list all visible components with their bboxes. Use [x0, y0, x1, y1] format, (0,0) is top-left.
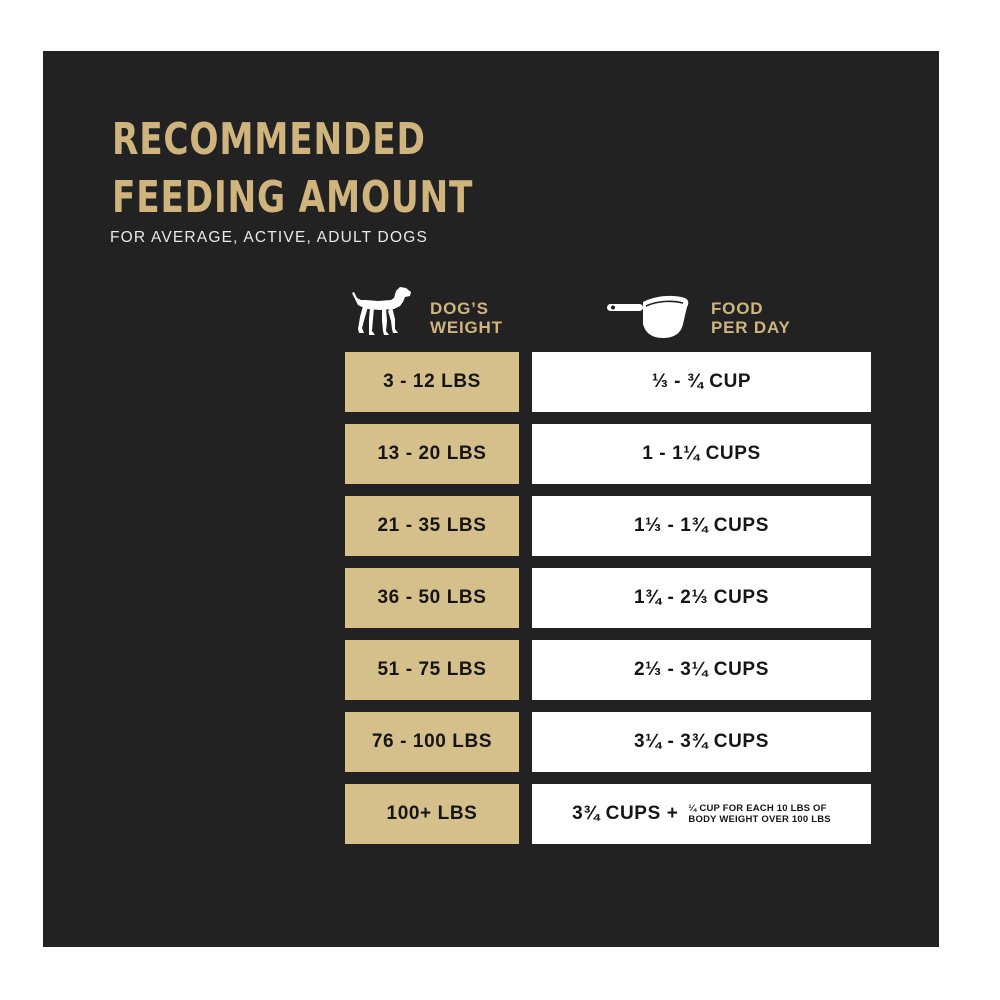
- title-line-2: FEEDING AMOUNT: [112, 172, 474, 223]
- feeding-chart-panel: RECOMMENDED FEEDING AMOUNT FOR AVERAGE, …: [43, 51, 939, 947]
- weight-cell: 13 - 20 LBS: [345, 424, 519, 484]
- weight-cell: 36 - 50 LBS: [345, 568, 519, 628]
- weight-header-line-1: DOG’S: [430, 299, 489, 318]
- table-row: 36 - 50 LBS 1¾ - 2⅓ CUPS: [345, 568, 871, 628]
- food-cell: 3¼ - 3¾ CUPS: [532, 712, 871, 772]
- table-row: 3 - 12 LBS ⅓ - ¾ CUP: [345, 352, 871, 412]
- food-amount: 3¾ CUPS +: [572, 803, 679, 824]
- food-note: ¼ CUP FOR EACH 10 LBS OF BODY WEIGHT OVE…: [688, 803, 830, 825]
- subtitle: FOR AVERAGE, ACTIVE, ADULT DOGS: [110, 229, 428, 246]
- table-row: 51 - 75 LBS 2⅓ - 3¼ CUPS: [345, 640, 871, 700]
- food-cell: 3¾ CUPS + ¼ CUP FOR EACH 10 LBS OF BODY …: [532, 784, 871, 844]
- food-header-line-1: FOOD: [711, 299, 764, 318]
- table-row: 100+ LBS 3¾ CUPS + ¼ CUP FOR EACH 10 LBS…: [345, 784, 871, 844]
- weight-header-line-2: WEIGHT: [430, 318, 503, 337]
- table-row: 13 - 20 LBS 1 - 1¼ CUPS: [345, 424, 871, 484]
- title-line-1: RECOMMENDED: [112, 114, 426, 165]
- page-title: RECOMMENDED FEEDING AMOUNT: [112, 111, 473, 227]
- table-row: 21 - 35 LBS 1⅓ - 1¾ CUPS: [345, 496, 871, 556]
- food-cell: 1 - 1¼ CUPS: [532, 424, 871, 484]
- weight-column-header: DOG’S WEIGHT: [430, 299, 503, 337]
- weight-cell: 3 - 12 LBS: [345, 352, 519, 412]
- weight-cell: 100+ LBS: [345, 784, 519, 844]
- dog-icon: [352, 287, 411, 335]
- food-header-line-2: PER DAY: [711, 318, 791, 337]
- food-cell: 2⅓ - 3¼ CUPS: [532, 640, 871, 700]
- measuring-cup-icon: [607, 295, 689, 338]
- food-cell: 1¾ - 2⅓ CUPS: [532, 568, 871, 628]
- food-cell: 1⅓ - 1¾ CUPS: [532, 496, 871, 556]
- food-note-line-1: ¼ CUP FOR EACH 10 LBS OF: [688, 803, 827, 814]
- food-note-line-2: BODY WEIGHT OVER 100 LBS: [688, 814, 831, 825]
- weight-cell: 76 - 100 LBS: [345, 712, 519, 772]
- food-cell: ⅓ - ¾ CUP: [532, 352, 871, 412]
- weight-cell: 21 - 35 LBS: [345, 496, 519, 556]
- table-row: 76 - 100 LBS 3¼ - 3¾ CUPS: [345, 712, 871, 772]
- food-column-header: FOOD PER DAY: [711, 299, 791, 337]
- weight-cell: 51 - 75 LBS: [345, 640, 519, 700]
